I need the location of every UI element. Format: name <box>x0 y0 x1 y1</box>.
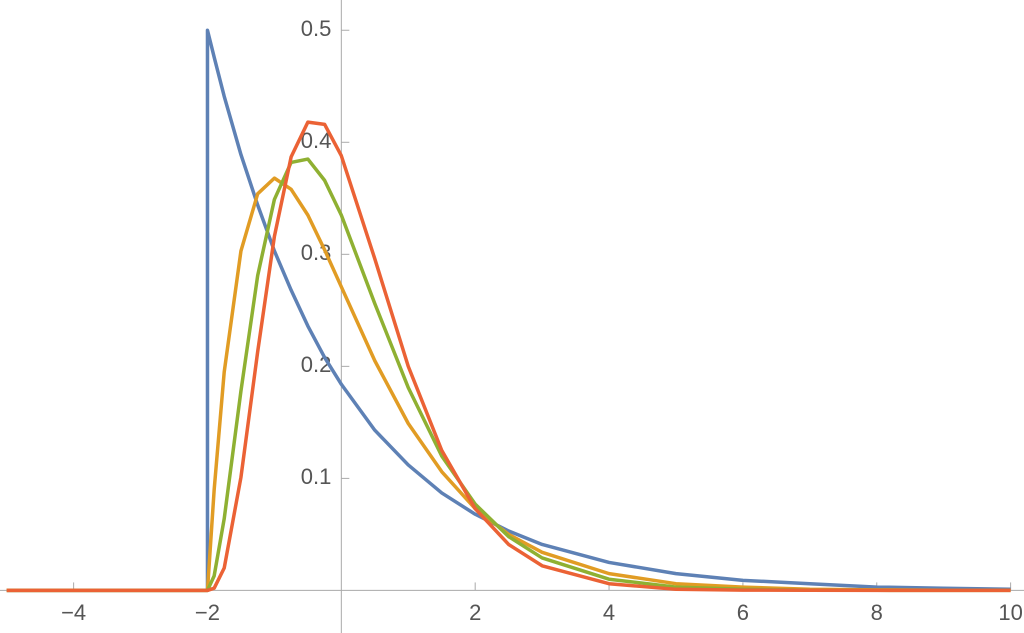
x-tick-label: 4 <box>603 600 615 625</box>
y-tick-label: 0.4 <box>301 128 332 153</box>
y-tick-label: 0.5 <box>301 16 332 41</box>
x-tick-label: 2 <box>469 600 481 625</box>
series-line <box>6 28 1011 593</box>
y-tick-label: 0.1 <box>301 464 332 489</box>
x-tick-label: 8 <box>871 600 883 625</box>
y-tick-label: 0.2 <box>301 352 332 377</box>
x-tick-label: 10 <box>998 600 1022 625</box>
series-line <box>6 176 1011 593</box>
x-tick-label: −4 <box>61 600 86 625</box>
series-line <box>6 120 1011 593</box>
series-line <box>6 157 1011 593</box>
x-tick-label: −2 <box>195 600 220 625</box>
x-tick-label: 6 <box>737 600 749 625</box>
